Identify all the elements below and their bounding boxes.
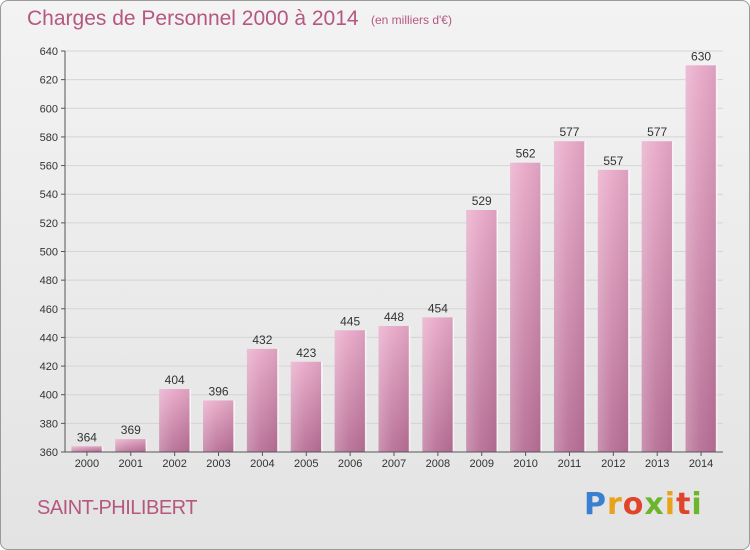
- y-tick-label: 380: [40, 418, 58, 430]
- bar-shine: [422, 317, 454, 452]
- data-label: 369: [121, 423, 141, 437]
- x-tick-label: 2001: [119, 458, 143, 470]
- data-label: 454: [428, 301, 448, 315]
- bar-shine: [334, 330, 366, 452]
- city-name: SAINT-PHILIBERT: [37, 497, 197, 519]
- x-tick-label: 2005: [294, 458, 318, 470]
- data-label: 577: [559, 125, 579, 139]
- y-tick-label: 540: [40, 189, 58, 201]
- x-tick-label: 2004: [250, 458, 274, 470]
- bar-shine: [510, 162, 542, 452]
- x-tick-label: 2013: [645, 458, 669, 470]
- y-tick-label: 520: [40, 218, 58, 230]
- y-tick-label: 420: [40, 361, 58, 373]
- y-tick-label: 480: [40, 275, 58, 287]
- bar-shine: [115, 439, 147, 452]
- bar-shine: [71, 446, 103, 452]
- y-tick-label: 500: [40, 247, 58, 259]
- x-tick-label: 2000: [75, 458, 99, 470]
- y-tick-label: 580: [40, 132, 58, 144]
- x-tick-label: 2008: [426, 458, 450, 470]
- x-tick-label: 2002: [162, 458, 186, 470]
- x-tick-label: 2003: [206, 458, 230, 470]
- bar-shine: [466, 209, 498, 452]
- y-tick-label: 360: [40, 447, 58, 459]
- x-tick-label: 2011: [558, 458, 582, 470]
- data-label: 404: [165, 373, 185, 387]
- y-tick-label: 600: [40, 103, 58, 115]
- y-tick-label: 440: [40, 332, 58, 344]
- data-label: 557: [603, 154, 623, 168]
- x-tick-label: 2009: [469, 458, 493, 470]
- bar-shine: [246, 348, 278, 452]
- bar-shine: [597, 169, 629, 452]
- bar-shine: [159, 388, 191, 452]
- data-label: 396: [209, 384, 229, 398]
- x-tick-label: 2007: [382, 458, 406, 470]
- data-label: 630: [691, 49, 711, 63]
- bar-shine: [553, 141, 585, 452]
- data-label: 562: [516, 147, 536, 161]
- chart-subtitle: (en milliers d'€): [371, 13, 452, 27]
- bar-shine: [290, 361, 322, 452]
- x-tick-label: 2014: [689, 458, 713, 470]
- data-label: 577: [647, 125, 667, 139]
- proxiti-logo: Proxiti: [584, 487, 703, 522]
- x-tick-label: 2006: [338, 458, 362, 470]
- bars-layer: 364 369 404 396 432 423 445 448 454 529 562 577 557 5…: [71, 49, 718, 453]
- bar-shine: [641, 141, 673, 452]
- x-tick-label: 2010: [513, 458, 537, 470]
- y-tick-label: 640: [40, 46, 58, 58]
- y-tick-label: 560: [40, 161, 58, 173]
- data-label: 364: [77, 430, 97, 444]
- data-label: 432: [252, 333, 272, 347]
- chart-title: Charges de Personnel 2000 à 2014: [27, 7, 359, 30]
- y-tick-label: 460: [40, 304, 58, 316]
- bar-shine: [203, 400, 235, 452]
- data-label: 529: [472, 194, 492, 208]
- data-label: 445: [340, 314, 360, 328]
- x-tick-label: 2012: [601, 458, 625, 470]
- bar-shine: [685, 65, 717, 453]
- y-tick-label: 400: [40, 390, 58, 402]
- data-label: 448: [384, 310, 404, 324]
- axis-layer: 360 380 400 420 440 460 480 500 520 540 560 580 600 6…: [40, 46, 723, 470]
- bar-shine: [378, 325, 410, 452]
- data-label: 423: [296, 346, 316, 360]
- y-tick-label: 620: [40, 75, 58, 87]
